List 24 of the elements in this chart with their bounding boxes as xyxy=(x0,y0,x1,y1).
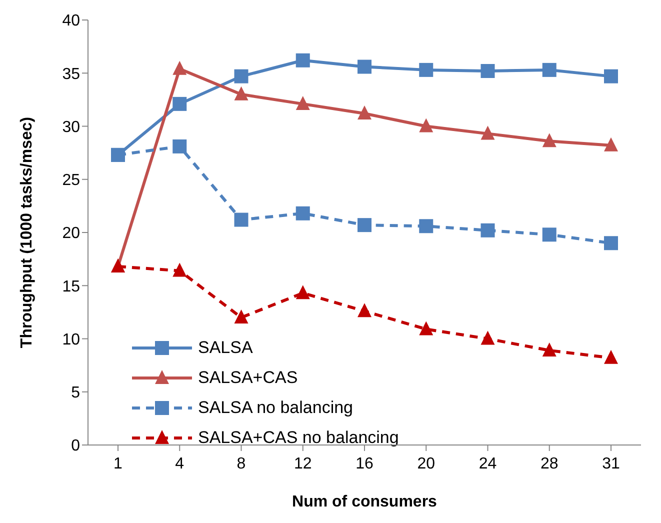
y-tick-label: 30 xyxy=(62,118,80,136)
x-tick-label: 20 xyxy=(417,455,436,472)
x-tick-label: 12 xyxy=(294,455,312,472)
legend-label: SALSA no balancing xyxy=(198,398,354,418)
x-tick-label: 28 xyxy=(540,455,558,472)
legend-label: SALSA xyxy=(198,338,253,358)
x-axis-title: Num of consumers xyxy=(292,493,438,510)
y-tick-label: 15 xyxy=(62,278,80,296)
y-axis-title: Throughput (1000 tasks/msec) xyxy=(18,116,36,348)
y-tick-label: 0 xyxy=(71,438,80,455)
x-tick-label: 16 xyxy=(356,455,374,472)
y-tick-label: 20 xyxy=(62,225,80,242)
x-tick-label: 1 xyxy=(114,455,123,472)
y-tick-label: 25 xyxy=(62,172,80,190)
y-tick-label: 35 xyxy=(62,66,80,83)
x-tick-label: 31 xyxy=(602,455,620,472)
y-tick-label: 40 xyxy=(62,12,80,30)
legend-label: SALSA+CAS no balancing xyxy=(198,428,399,448)
y-tick-label: 5 xyxy=(71,384,80,402)
x-tick-label: 8 xyxy=(236,455,246,472)
x-tick-label: 4 xyxy=(175,455,184,472)
legend-label: SALSA+CAS xyxy=(198,368,298,388)
x-tick-label: 24 xyxy=(478,455,497,472)
y-tick-label: 10 xyxy=(62,331,80,348)
